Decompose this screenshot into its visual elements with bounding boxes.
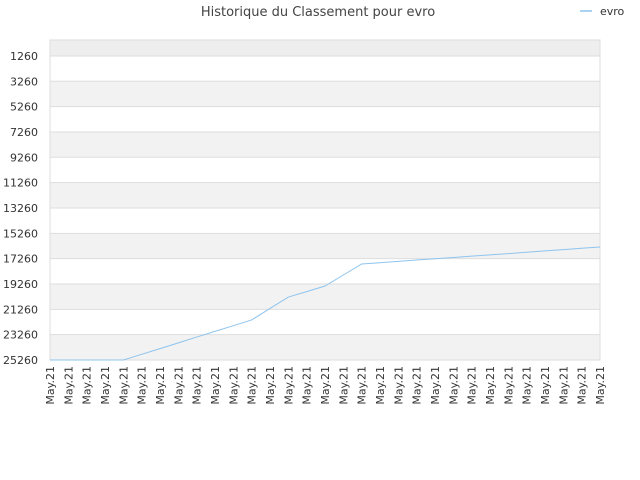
chart-title: Historique du Classement pour evro	[201, 5, 435, 20]
x-tick-label: May.21	[282, 366, 295, 405]
x-tick-label: May.21	[99, 366, 112, 405]
legend-label: evro	[600, 5, 625, 18]
x-tick-label: May.21	[81, 366, 94, 405]
y-tick-label: 21260	[3, 303, 38, 316]
y-tick-label: 5260	[10, 101, 38, 114]
plot-band	[50, 283, 600, 310]
x-tick-label: May.21	[301, 366, 314, 405]
y-tick-label: 11260	[3, 177, 38, 190]
x-tick-label: May.21	[374, 366, 387, 405]
y-tick-label: 17260	[3, 253, 38, 266]
x-tick-label: May.21	[447, 366, 460, 405]
plot-band	[50, 182, 600, 208]
plot-band	[50, 131, 600, 158]
x-tick-label: May.21	[576, 366, 589, 405]
y-tick-label: 1260	[10, 50, 38, 63]
x-tick-label: May.21	[172, 366, 185, 405]
x-tick-label: May.21	[502, 366, 515, 405]
x-tick-label: May.21	[356, 366, 369, 405]
y-tick-label: 3260	[10, 75, 38, 88]
y-tick-label: 13260	[3, 202, 38, 215]
x-tick-label: May.21	[117, 366, 130, 405]
x-tick-label: May.21	[44, 366, 57, 405]
x-tick-label: May.21	[539, 366, 552, 405]
y-tick-label: 7260	[10, 126, 38, 139]
plot-frame	[49, 39, 601, 361]
x-tick-label: May.21	[209, 366, 222, 405]
x-tick-label: May.21	[594, 366, 607, 405]
plot-band	[50, 40, 600, 56]
x-tick-label: May.21	[154, 366, 167, 405]
x-tick-label: May.21	[62, 366, 75, 405]
x-tick-label: May.21	[246, 366, 259, 405]
y-tick-label: 25260	[3, 354, 38, 367]
plot-band	[50, 233, 600, 259]
x-tick-label: May.21	[191, 366, 204, 405]
x-tick-label: May.21	[521, 366, 534, 405]
plot-band	[50, 81, 600, 107]
x-tick-label: May.21	[319, 366, 332, 405]
x-tick-label: May.21	[392, 366, 405, 405]
plot-band	[50, 334, 600, 360]
series-line	[50, 246, 601, 361]
x-tick-label: May.21	[227, 366, 240, 405]
x-tick-label: May.21	[484, 366, 497, 405]
x-tick-label: May.21	[557, 366, 570, 405]
y-tick-label: 23260	[3, 329, 38, 342]
x-tick-label: May.21	[337, 366, 350, 405]
x-tick-label: May.21	[264, 366, 277, 405]
x-tick-label: May.21	[466, 366, 479, 405]
y-tick-label: 9260	[10, 151, 38, 164]
x-tick-label: May.21	[429, 366, 442, 405]
y-tick-label: 19260	[3, 278, 38, 291]
x-tick-label: May.21	[136, 366, 149, 405]
x-tick-label: May.21	[411, 366, 424, 405]
y-tick-label: 15260	[3, 227, 38, 240]
